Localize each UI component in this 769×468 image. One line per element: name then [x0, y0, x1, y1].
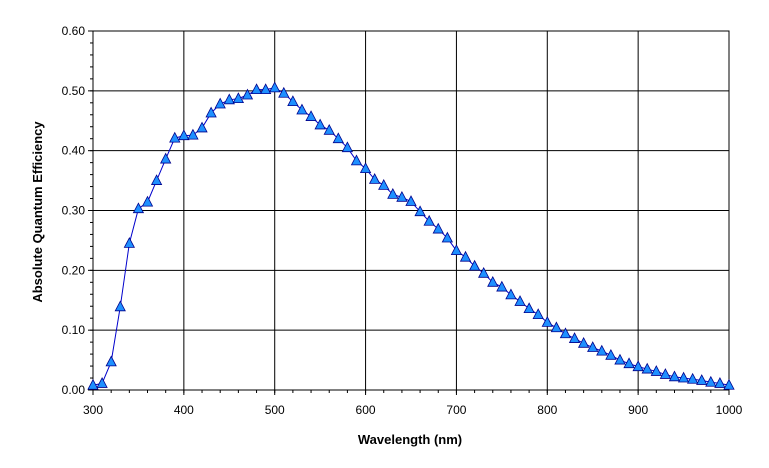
data-point	[496, 280, 508, 292]
data-point	[468, 259, 481, 271]
data-point	[269, 81, 281, 93]
data-point	[405, 195, 417, 206]
data-point	[568, 332, 581, 343]
data-point	[323, 123, 335, 135]
x-tick-label: 400	[174, 403, 194, 417]
x-tick-label: 800	[537, 403, 557, 417]
data-point	[505, 288, 517, 300]
data-point	[96, 377, 108, 388]
y-tick-label: 0.40	[62, 144, 86, 158]
data-point	[305, 110, 317, 121]
x-tick-label: 900	[628, 403, 648, 417]
data-point	[359, 162, 372, 174]
x-tick-label: 500	[265, 403, 285, 417]
y-tick-label: 0.00	[62, 383, 86, 397]
data-point	[160, 152, 172, 164]
data-point	[686, 372, 699, 384]
data-point	[223, 93, 235, 105]
data-point	[614, 353, 626, 365]
data-point	[178, 129, 190, 141]
x-tick-label: 300	[83, 403, 103, 417]
data-point	[605, 348, 617, 360]
data-point	[150, 174, 163, 185]
data-point	[132, 202, 145, 214]
data-point	[414, 205, 426, 217]
x-tick-label: 1000	[716, 403, 743, 417]
data-point	[596, 344, 608, 356]
data-point	[278, 86, 290, 98]
data-point	[459, 250, 472, 262]
data-point	[478, 266, 490, 278]
data-point	[332, 132, 344, 144]
data-point	[259, 83, 272, 95]
data-point	[432, 222, 444, 234]
data-point	[441, 231, 454, 243]
data-point	[123, 237, 136, 248]
y-tick-label: 0.10	[62, 323, 86, 337]
data-point	[650, 365, 662, 376]
y-tick-label: 0.30	[62, 204, 86, 218]
data-point	[378, 179, 390, 190]
data-point	[577, 336, 590, 348]
y-tick-label: 0.20	[62, 263, 86, 277]
data-point	[169, 131, 181, 143]
data-point	[705, 375, 717, 387]
data-point	[714, 377, 726, 388]
axes	[88, 30, 730, 395]
data-point	[514, 295, 526, 306]
grid	[92, 30, 730, 391]
y-tick-label: 0.60	[62, 24, 86, 38]
data-point	[287, 95, 299, 107]
data-point	[141, 195, 154, 207]
data-point	[559, 327, 572, 339]
data-point	[396, 190, 408, 202]
data-point	[368, 173, 381, 184]
data-point	[423, 214, 435, 226]
data-point	[641, 362, 653, 374]
data-point	[487, 275, 499, 287]
marker-group	[87, 81, 735, 390]
data-point	[668, 370, 681, 382]
data-point	[632, 360, 644, 372]
data-point	[214, 97, 226, 109]
data-point	[187, 128, 199, 140]
data-point	[523, 302, 535, 314]
data-point	[450, 244, 463, 255]
data-point	[677, 371, 690, 383]
data-point	[387, 187, 399, 199]
data-point	[696, 374, 708, 385]
data-point	[659, 368, 672, 379]
data-point	[350, 154, 363, 166]
x-axis-title: Wavelength (nm)	[358, 432, 462, 447]
data-point	[623, 357, 635, 369]
data-point	[341, 141, 354, 153]
data-point	[314, 118, 326, 130]
data-point	[532, 308, 544, 320]
plot-frame	[92, 30, 730, 391]
data-point	[105, 355, 117, 367]
data-point	[114, 300, 126, 312]
data-point	[550, 321, 563, 333]
data-point	[587, 341, 599, 352]
data-point	[196, 121, 208, 133]
data-point	[723, 378, 735, 390]
data-point	[241, 88, 254, 100]
data-point	[541, 316, 553, 327]
x-tick-label: 700	[446, 403, 466, 417]
data-point	[250, 83, 263, 95]
data-point	[205, 106, 217, 118]
y-tick-label: 0.50	[62, 84, 86, 98]
tick-labels: 0.00 0.10 0.20 0.30 0.40 0.50 0.60 300 400 500 600…	[62, 24, 743, 417]
data-point	[87, 378, 99, 390]
x-tick-label: 600	[356, 403, 376, 417]
data-point	[232, 92, 245, 104]
data-point	[296, 103, 308, 115]
y-axis-title: Absolute Quantum Efficiency	[30, 121, 45, 303]
